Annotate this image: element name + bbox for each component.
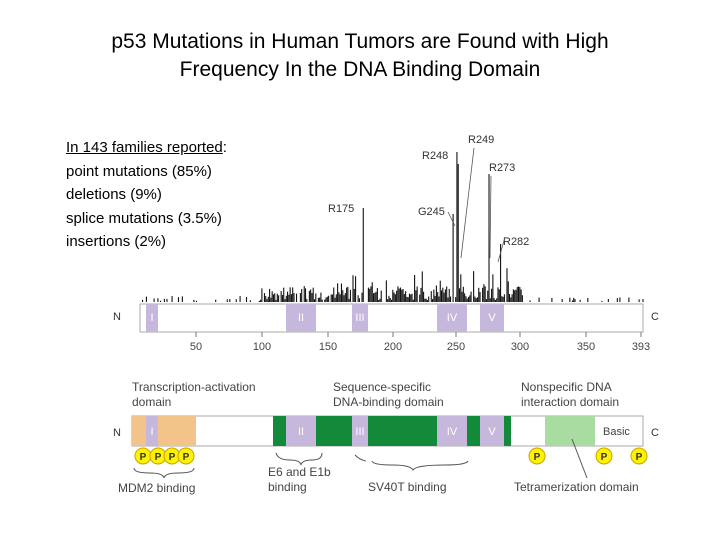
stats-item-splice: splice mutations (3.5%) <box>66 209 222 227</box>
domain-labels: Transcription-activation domain Sequence… <box>132 380 619 409</box>
mutation-map-box-label-5: V <box>488 312 496 324</box>
mutation-map-bar <box>139 303 644 333</box>
tetramerization-domain-label: Tetramerization domain <box>514 480 639 494</box>
mutation-map-box-label-4: IV <box>447 312 458 324</box>
title-line-2: Frequency In the DNA Binding Domain <box>179 58 541 81</box>
axis-tick-50: 50 <box>190 341 202 353</box>
hotspot-label-r282: R282 <box>503 236 529 248</box>
phospho-label-5: P <box>534 452 541 463</box>
mdm2-binding-bracket <box>133 467 195 479</box>
phospho-site-7 <box>630 447 648 465</box>
stats-heading-text: In 143 families reported <box>66 139 223 156</box>
axis-tick-393: 393 <box>632 341 650 353</box>
transactivation-domain-region <box>132 416 196 446</box>
mutation-map-n-label: N <box>113 311 121 323</box>
axis-tick-150: 150 <box>319 341 337 353</box>
domain-map-n-label: N <box>113 427 121 439</box>
domain-map-box-label-3: III <box>355 426 364 438</box>
hotspot-labels: R175 G245 R248 R249 R273 R282 <box>328 134 529 248</box>
domain-map-protein-bar: N C I II III IV V Basic <box>113 415 659 447</box>
axis-tick-100: 100 <box>253 341 271 353</box>
mutation-stats: In 143 families reported: point mutation… <box>66 136 227 254</box>
domain-map-box-5 <box>480 416 504 446</box>
title-line-1: p53 Mutations in Human Tumors are Found … <box>111 30 609 53</box>
hotspot-leader-lines <box>447 147 506 263</box>
stats-heading-colon: : <box>222 139 227 156</box>
axis-tick-250: 250 <box>447 341 465 353</box>
domain-map-c-label: C <box>651 427 659 439</box>
mutation-map-protein-bar: N C I II III IV V <box>113 303 659 333</box>
phospho-label-4: P <box>183 452 190 463</box>
mutation-map-box-label-1: I <box>150 312 153 324</box>
leader-line-g245 <box>447 211 456 227</box>
domain-map-box-1 <box>146 416 158 446</box>
mutation-map-box-label-3: III <box>355 312 364 324</box>
mutation-map-box-3 <box>352 304 368 332</box>
e6-binding-label-2: binding <box>268 480 307 494</box>
sv40-binding-bracket-right <box>371 460 469 471</box>
sv40-binding-bracket-left <box>354 454 367 462</box>
phospho-label-6: P <box>601 452 608 463</box>
axis-tick-300: 300 <box>511 341 529 353</box>
mutation-map-box-label-2: II <box>298 312 304 324</box>
tetramerization-domain-region <box>545 416 595 446</box>
stats-heading: In 143 families reported: <box>66 136 227 160</box>
hotspot-label-r273: R273 <box>489 162 515 174</box>
dna-binding-domain-label-1: Sequence-specific <box>333 380 431 394</box>
leader-line-r282 <box>497 236 506 263</box>
binding-labels: MDM2 binding E6 and E1b binding SV40T bi… <box>118 465 639 495</box>
phospho-label-7: P <box>636 452 643 463</box>
domain-map-box-3 <box>352 416 368 446</box>
hotspot-label-g245: G245 <box>418 206 445 218</box>
e6-binding-bracket <box>275 452 323 466</box>
domain-map-box-2 <box>286 416 316 446</box>
domain-map-box-label-2: II <box>298 426 304 438</box>
stats-item-deletions: deletions (9%) <box>66 186 162 203</box>
phosphorylation-sites: P P P P P P P <box>134 447 648 465</box>
domain-map-box-label-1: I <box>150 426 153 438</box>
basic-region-label: Basic <box>603 426 630 438</box>
sv40-binding-label: SV40T binding <box>368 480 447 494</box>
mdm2-binding-label: MDM2 binding <box>118 481 195 495</box>
tetramerization-leader-line <box>571 438 588 479</box>
mutation-map-box-2 <box>286 304 316 332</box>
phospho-site-4 <box>177 447 195 465</box>
stats-item-insertions: insertions (2%) <box>66 233 167 250</box>
phospho-site-5 <box>528 447 546 465</box>
nonspecific-domain-label-1: Nonspecific DNA <box>521 380 612 394</box>
hotspot-label-r249: R249 <box>468 134 494 146</box>
mutation-frequency-histogram <box>142 152 644 302</box>
domain-map-box-label-5: V <box>488 426 496 438</box>
stats-item-point: point mutations (85%) <box>66 162 212 180</box>
phospho-label-3: P <box>169 452 176 463</box>
phospho-label-1: P <box>140 452 147 463</box>
mutation-map-box-4 <box>437 304 467 332</box>
domain-map-box-label-4: IV <box>447 426 458 438</box>
hotspot-label-r248: R248 <box>422 150 448 162</box>
transactivation-domain-label-1: Transcription-activation <box>132 380 256 394</box>
phospho-label-2: P <box>155 452 162 463</box>
e6-binding-label-1: E6 and E1b <box>268 465 331 479</box>
nonspecific-domain-label-2: interaction domain <box>521 395 619 409</box>
leader-line-r249 <box>460 147 475 259</box>
mutation-map-box-5 <box>480 304 504 332</box>
axis-tick-350: 350 <box>577 341 595 353</box>
residue-axis: 50 100 150 200 250 300 350 393 <box>190 332 650 353</box>
dna-binding-domain-label-2: DNA-binding domain <box>333 395 444 409</box>
hotspot-label-r175: R175 <box>328 203 354 215</box>
leader-line-r273 <box>489 175 492 259</box>
mutation-map-box-1 <box>146 304 158 332</box>
phospho-site-6 <box>595 447 613 465</box>
axis-tick-200: 200 <box>384 341 402 353</box>
binding-brackets <box>133 438 588 479</box>
domain-map-box-4 <box>437 416 467 446</box>
transactivation-domain-label-2: domain <box>132 395 171 409</box>
slide-title: p53 Mutations in Human Tumors are Found … <box>0 28 720 84</box>
mutation-map-c-label: C <box>651 311 659 323</box>
